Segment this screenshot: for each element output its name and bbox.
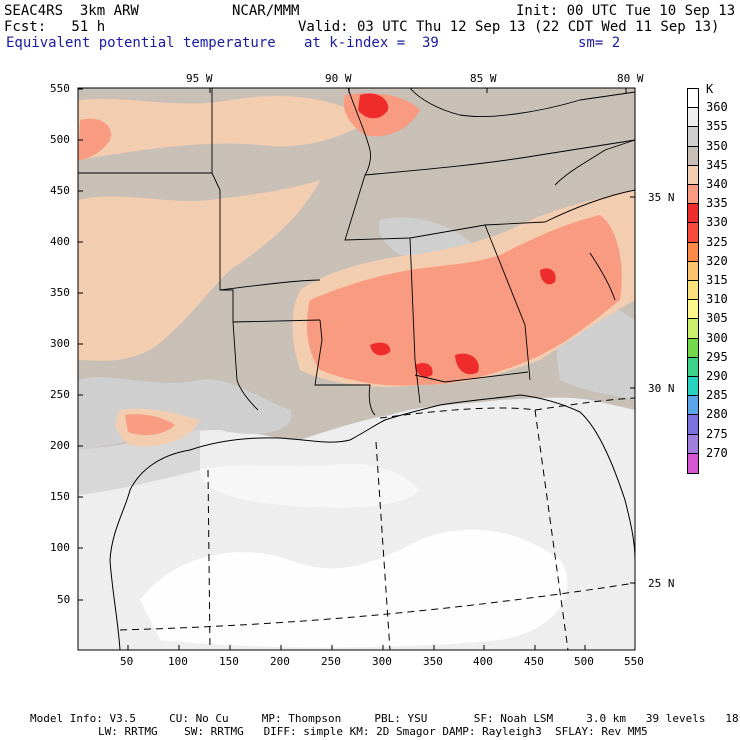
colorbar-label: 290 [706,369,728,383]
latitude-label: 30 N [648,382,675,395]
colorbar-swatch [687,145,699,166]
colorbar-swatch [687,376,699,397]
colorbar-label: 335 [706,196,728,211]
colorbar-swatch [687,452,699,474]
y-tick-label: 500 [50,133,70,146]
theta-e-field [78,88,635,650]
model-info-line2: LW: RRTMG SW: RRTMG DIFF: simple KM: 2D … [98,725,648,738]
colorbar-swatch [687,299,699,320]
y-tick-label: 150 [50,490,70,503]
colorbar-swatch [687,107,699,128]
x-tick-label: 50 [120,655,134,668]
model-name: SEAC4RS 3km ARW [4,3,139,19]
colorbar-swatch [687,337,699,358]
colorbar-label: 280 [706,407,728,422]
longitude-label: 80 W [617,72,644,85]
colorbar-label: 340 [706,177,728,191]
latitude-label: 25 N [648,577,675,590]
colorbar-swatch [687,260,699,281]
coastline [109,394,636,651]
colorbar-swatch [687,203,699,224]
colorbar-label: 350 [706,138,728,153]
colorbar-label: 355 [706,119,728,134]
colorbar-label: 275 [706,426,728,441]
colorbar-label: 330 [706,215,728,230]
forecast-hour: Fcst: 51 h [4,19,106,35]
x-tick-label: 200 [270,655,290,668]
colorbar-label: 325 [706,234,728,249]
institution: NCAR/MMM [232,3,300,19]
colorbar-label: 320 [706,253,728,268]
y-tick-label: 550 [50,82,70,95]
y-tick-label: 300 [50,337,70,350]
x-tick-label: 150 [219,655,239,668]
longitude-label: 85 W [470,72,497,85]
y-tick-label: 350 [50,286,70,299]
y-tick-label: 50 [57,593,71,606]
colorbar-label: 310 [706,292,728,307]
colorbar-swatch [687,164,699,185]
field-name: Equivalent potential temperature [6,35,276,51]
colorbar-label: 360 [706,100,728,115]
x-tick-label: 550 [624,655,644,668]
colorbar-label: 285 [706,388,728,403]
colorbar-label: 270 [706,445,728,460]
y-tick-label: 450 [50,184,70,197]
y-tick-label: 400 [50,235,70,248]
x-tick-label: 450 [524,655,544,668]
y-tick-marks [78,88,635,601]
x-tick-label: 250 [321,655,341,668]
x-tick-label: 100 [168,655,188,668]
y-tick-label: 100 [50,541,70,554]
colorbar-swatch [687,241,699,262]
colorbar-swatch [687,184,699,205]
colorbar-swatch [687,395,699,416]
y-tick-label: 200 [50,439,70,452]
init-time: Init: 00 UTC Tue 10 Sep 13 [516,3,736,19]
colorbar-swatch [687,356,699,377]
colorbar-swatch [687,222,699,243]
model-info-line1: Model Info: V3.5 CU: No Cu MP: Thompson … [30,712,740,725]
colorbar-swatch [687,126,699,147]
x-tick-label: 350 [423,655,443,668]
x-tick-label: 400 [473,655,493,668]
state-borders [78,87,636,416]
colorbar-label: 300 [706,330,728,345]
colorbar-label: 315 [706,273,728,287]
colorbar-label: 305 [706,311,728,326]
latitude-label: 35 N [648,191,675,204]
colorbar-swatch [687,433,699,454]
smoothing-label: sm= 2 [578,35,621,51]
colorbar-swatch [687,280,699,301]
y-tick-label: 250 [50,388,70,401]
colorbar-swatch [687,318,699,339]
colorbar-label: 345 [706,157,728,172]
longitude-label: 90 W [325,72,352,85]
x-tick-label: 300 [372,655,392,668]
valid-time: Valid: 03 UTC Thu 12 Sep 13 (22 CDT Wed … [298,19,720,35]
colorbar-label: 295 [706,349,728,364]
plot-frame [77,87,636,651]
x-tick-label: 500 [574,655,594,668]
colorbar-swatch [687,414,699,435]
colorbar-swatch [687,88,699,109]
longitude-label: 95 W [186,72,213,85]
x-tick-marks [127,88,627,650]
colorbar-unit: K [706,82,714,96]
level-label: at k-index = 39 [304,35,439,51]
latlon-grid [119,397,636,651]
